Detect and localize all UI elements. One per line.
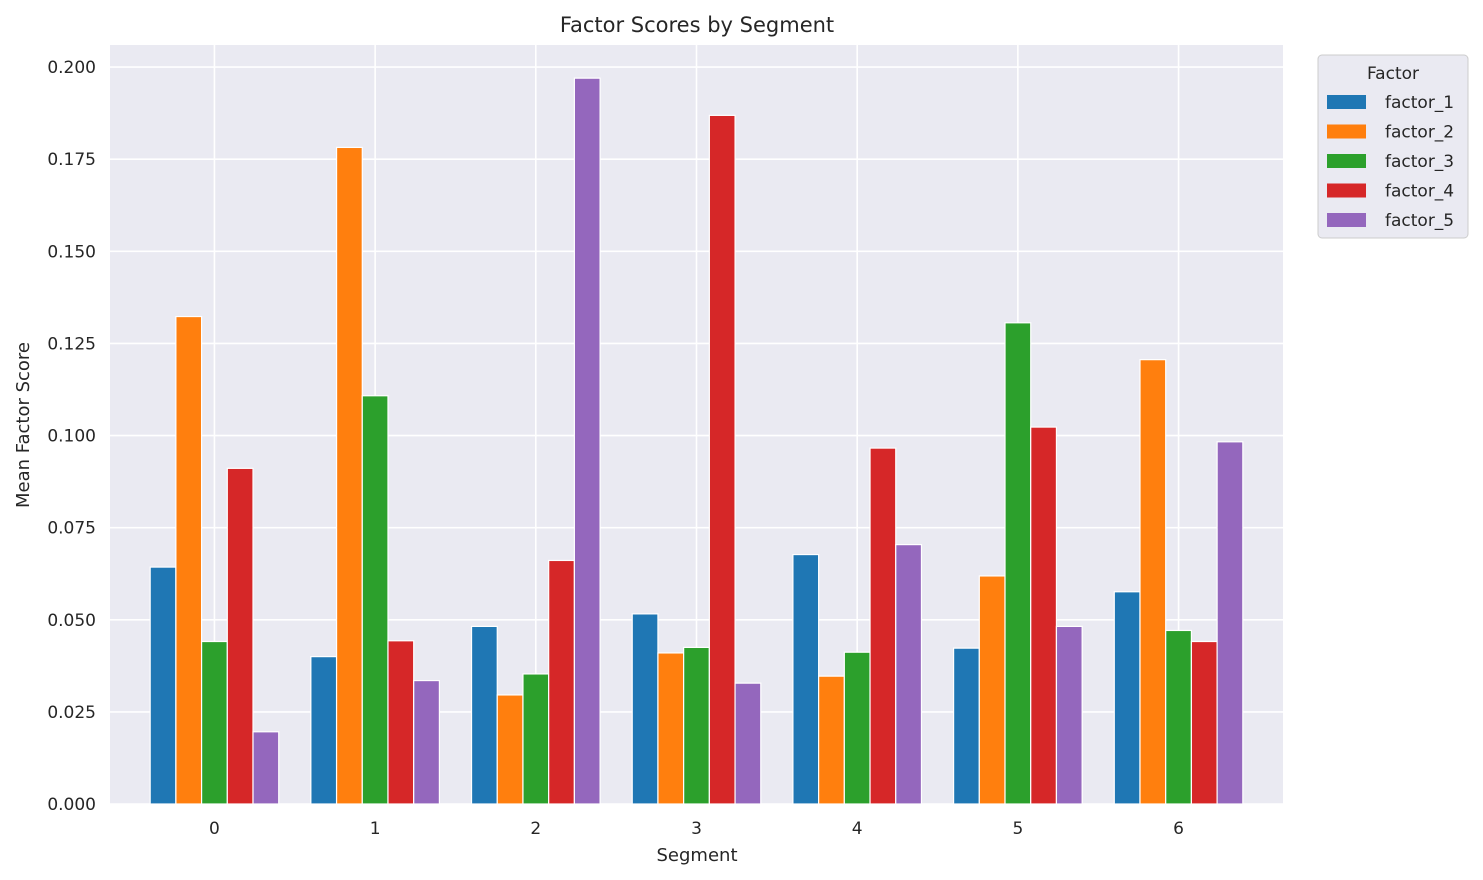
x-axis-label: Segment [657,845,738,866]
bar-factor_5-segment-2 [573,77,601,805]
bar-factor_3-segment-5 [1004,322,1032,805]
bar-factor_1-segment-2 [470,625,498,805]
bars [149,77,1244,805]
legend-swatch-factor_3 [1327,154,1366,168]
y-tick-label: 0.150 [47,242,96,262]
x-tick-label: 2 [530,819,541,839]
bar-factor_2-segment-4 [818,675,845,805]
tick-labels: 0.000 0.025 0.050 0.075 0.100 0.125 0.150 0.175… [47,58,1184,839]
chart-title: Factor Scores by Segment [560,13,834,37]
y-tick-label: 0.200 [47,58,96,78]
bar-factor_5-segment-4 [895,544,923,805]
legend-title: Factor [1367,64,1419,84]
x-tick-label: 0 [209,819,220,839]
x-tick-label: 5 [1012,819,1023,839]
y-axis-label: Mean Factor Score [13,342,34,508]
bar-factor_1-segment-3 [631,613,659,805]
bar-factor_3-segment-6 [1165,629,1193,805]
bar-factor_2-segment-5 [978,575,1006,805]
bar-factor_3-segment-3 [683,646,710,805]
bar-factor_3-segment-4 [843,651,871,805]
x-tick-label: 1 [370,819,381,839]
y-tick-label: 0.025 [47,703,96,723]
x-tick-label: 3 [691,819,702,839]
y-tick-label: 0.175 [47,150,96,170]
legend-label-factor_2: factor_2 [1385,123,1454,143]
legend-label-factor_1: factor_1 [1385,93,1454,113]
legend: Factor factor_1factor_2factor_3factor_4f… [1317,54,1469,239]
bar-factor_4-segment-0 [226,467,254,805]
y-tick-label: 0.000 [47,795,96,815]
legend-swatch-factor_4 [1327,183,1366,198]
bar-factor_4-segment-6 [1190,640,1218,805]
bar-factor_1-segment-4 [792,553,820,805]
x-tick-label: 4 [852,819,863,839]
bar-factor_5-segment-3 [734,682,762,805]
legend-swatch-factor_2 [1327,124,1366,139]
bar-factor_4-segment-1 [387,640,415,805]
y-tick-label: 0.125 [47,334,96,354]
bar-factor_2-segment-1 [335,146,363,805]
bar-factor_3-segment-2 [522,673,550,805]
bar-factor_2-segment-3 [657,652,685,805]
bar-factor_1-segment-6 [1113,591,1141,805]
bar-factor_4-segment-3 [708,114,736,805]
y-tick-label: 0.100 [47,427,96,447]
bar-factor_2-segment-0 [175,315,203,805]
bar-factor_4-segment-5 [1030,426,1058,805]
legend-swatch-factor_1 [1327,95,1366,109]
legend-label-factor_4: factor_4 [1385,182,1454,202]
bar-factor_1-segment-5 [952,647,980,805]
bar-factor_5-segment-1 [413,679,441,805]
y-tick-label: 0.050 [47,611,96,631]
legend-items: factor_1 factor_2 factor_3 factor_4 factor_5 [1327,93,1454,231]
bar-factor_2-segment-6 [1139,359,1167,805]
x-tick-label: 6 [1173,819,1184,839]
bar-factor_5-segment-5 [1055,625,1083,805]
bar-factor_1-segment-1 [310,656,338,805]
legend-swatch-factor_5 [1327,213,1366,227]
bar-factor_4-segment-4 [869,447,897,805]
legend-label-factor_3: factor_3 [1385,152,1454,172]
y-tick-label: 0.075 [47,519,96,539]
bar-factor_3-segment-1 [361,395,389,805]
bar-factor_1-segment-0 [149,566,177,805]
bar-factor_2-segment-2 [496,694,524,805]
bar-factor_5-segment-6 [1216,441,1244,805]
bar-factor_5-segment-0 [252,731,280,805]
bar-factor_3-segment-0 [200,640,228,805]
legend-label-factor_5: factor_5 [1385,211,1454,231]
bar-factor_4-segment-2 [548,559,575,805]
